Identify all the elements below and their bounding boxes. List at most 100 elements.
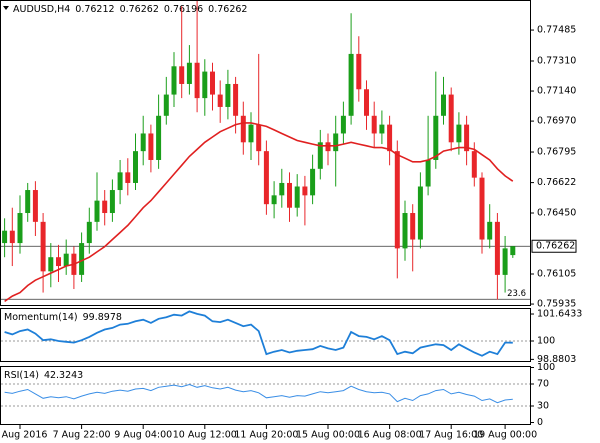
candle-body <box>348 53 354 116</box>
candle-body <box>441 94 446 116</box>
x-tick-label: 10 Aug 12:00 <box>173 430 237 441</box>
y-tick-label: 30 <box>537 401 549 412</box>
panel-frame <box>0 308 531 362</box>
candle-body <box>109 190 115 214</box>
candle-body <box>40 221 46 272</box>
candle-body <box>471 151 477 178</box>
candle-body <box>417 186 423 240</box>
y-tick-label: 0.76105 <box>537 269 576 280</box>
candle-body <box>217 94 223 107</box>
candle-body <box>171 66 177 95</box>
candle-body <box>102 200 108 214</box>
indicator-line <box>4 310 513 357</box>
y-tick-label: 100 <box>537 335 555 346</box>
header-close: 0.76262 <box>208 4 247 15</box>
current-price-label: 0.76262 <box>536 241 575 252</box>
candle-body <box>302 186 308 196</box>
current-price-box <box>531 239 577 253</box>
x-tick-label: 9 Aug 04:00 <box>114 430 172 441</box>
candle-body <box>271 195 277 205</box>
panel-title: Momentum(14) <box>4 312 78 323</box>
candle-body <box>502 248 508 275</box>
candle-body <box>163 94 169 116</box>
candle-body <box>325 142 331 152</box>
panel-header: AUDUSD,H4 0.76212 0.76262 0.76196 0.76262 <box>13 4 247 15</box>
candle-body <box>9 230 15 244</box>
candle-body <box>256 124 262 152</box>
candle-body <box>32 190 38 222</box>
candle-body <box>364 89 369 116</box>
panel-header: Momentum(14) 99.8978 <box>4 312 122 323</box>
y-tick-label: 0.76450 <box>537 208 576 219</box>
x-tick-label: 11 Aug 20:00 <box>234 430 298 441</box>
candle-body <box>433 115 439 160</box>
candle-body <box>194 62 200 99</box>
candle-body <box>140 133 146 152</box>
candle-body <box>248 124 254 143</box>
candle-body <box>133 151 138 183</box>
candle-body <box>410 213 416 240</box>
candle-body <box>479 177 485 240</box>
y-tick-label: 0.77140 <box>537 86 576 97</box>
candle-body <box>48 257 54 272</box>
candle-body <box>456 124 462 143</box>
candle-body <box>310 168 316 196</box>
candle-body <box>394 151 400 249</box>
panel-title: AUDUSD,H4 <box>13 4 70 15</box>
x-tick-label: 17 Aug 16:00 <box>419 430 483 441</box>
candle-body <box>79 243 85 275</box>
candle-body <box>225 83 231 107</box>
indicator-line <box>4 383 513 404</box>
candle-body <box>63 253 69 267</box>
candle-body <box>487 221 493 240</box>
y-tick-label: 0 <box>537 417 543 428</box>
candle-body <box>317 142 323 169</box>
candle-body <box>402 213 408 249</box>
y-tick-label: 0.75935 <box>537 299 576 310</box>
header-high: 0.76262 <box>120 4 159 15</box>
y-tick-label: 0.76795 <box>537 147 576 158</box>
candle-body <box>340 115 346 134</box>
candle-body <box>494 221 500 275</box>
candle-body <box>233 83 239 116</box>
x-tick-label: 16 Aug 08:00 <box>358 430 422 441</box>
panel-frame <box>0 0 531 306</box>
y-tick-label: 0.77310 <box>537 55 576 66</box>
candle-body <box>333 133 339 152</box>
candle-body <box>125 172 131 183</box>
candle-body <box>294 186 300 208</box>
fib-label: 23.6 <box>507 289 526 299</box>
y-tick-label: 0.76970 <box>537 116 576 127</box>
header-value: 99.8978 <box>83 312 122 323</box>
candle-body <box>240 115 246 143</box>
candle-body <box>448 94 454 143</box>
candle-body <box>287 182 292 208</box>
candle-body <box>371 115 377 134</box>
candle-body <box>86 221 92 244</box>
candle-body <box>186 62 192 84</box>
y-tick-label: 70 <box>537 378 549 389</box>
y-tick-label: 98.8803 <box>537 354 576 365</box>
candle-body <box>464 124 470 152</box>
y-tick-label: 100 <box>537 362 555 373</box>
x-tick-label: 19 Aug 00:00 <box>473 430 537 441</box>
candle-body <box>425 159 431 187</box>
panel-title: RSI(14) <box>4 370 39 381</box>
candle-body <box>279 182 285 196</box>
candle-body <box>510 246 516 256</box>
candle-body <box>263 151 269 205</box>
candle-body <box>356 53 362 90</box>
header-value: 42.3243 <box>44 370 83 381</box>
candle-body <box>94 200 100 222</box>
candle-body <box>56 257 61 267</box>
candle-body <box>156 115 162 160</box>
panel-frame <box>0 366 531 425</box>
candle-body <box>25 190 31 214</box>
header-open: 0.76212 <box>75 4 114 15</box>
candle-body <box>210 71 215 95</box>
panel-header: RSI(14) 42.3243 <box>4 370 83 381</box>
moving-average <box>4 122 514 303</box>
